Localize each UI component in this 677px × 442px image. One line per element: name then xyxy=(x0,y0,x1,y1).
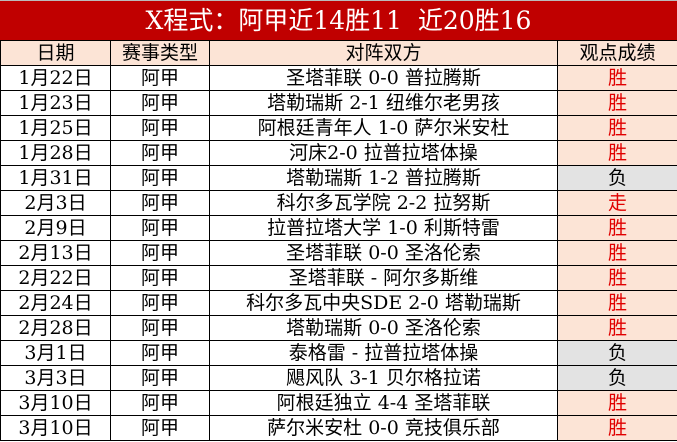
date-cell[interactable]: 3月3日 xyxy=(0,365,111,391)
result-cell[interactable]: 胜 xyxy=(557,390,677,416)
league-cell[interactable]: 阿甲 xyxy=(110,165,210,191)
date-cell[interactable]: 1月31日 xyxy=(0,165,111,191)
date-cell[interactable]: 2月22日 xyxy=(0,265,111,291)
match-cell[interactable]: 阿根廷青年人 1-0 萨尔米安杜 xyxy=(209,115,558,141)
date-cell[interactable]: 2月28日 xyxy=(0,315,111,341)
table-row: 2月9日 阿甲 拉普拉塔大学 1-0 利斯特雷胜 xyxy=(0,215,677,241)
league-cell[interactable]: 阿甲 xyxy=(110,190,210,216)
date-cell[interactable]: 2月9日 xyxy=(0,215,111,241)
league-cell[interactable]: 阿甲 xyxy=(110,315,210,341)
header-date: 日期 xyxy=(0,40,111,66)
match-cell[interactable]: 科尔多瓦学院 2-2 拉努斯 xyxy=(209,190,558,216)
league-cell[interactable]: 阿甲 xyxy=(110,390,210,416)
match-cell[interactable]: 圣塔菲联 0-0 普拉腾斯 xyxy=(209,65,558,91)
league-cell[interactable]: 阿甲 xyxy=(110,240,210,266)
table-row: 1月28日 阿甲 河床2-0 拉普拉塔体操胜 xyxy=(0,140,677,166)
header-result: 观点成绩 xyxy=(557,40,677,66)
result-cell[interactable]: 胜 xyxy=(557,215,677,241)
league-cell[interactable]: 阿甲 xyxy=(110,140,210,166)
table-row: 3月3日 阿甲 飓风队 3-1 贝尔格拉诺负 xyxy=(0,365,677,391)
result-cell[interactable]: 胜 xyxy=(557,315,677,341)
table-row: 2月13日 阿甲 圣塔菲联 0-0 圣洛伦索胜 xyxy=(0,240,677,266)
match-cell[interactable]: 萨尔米安杜 0-0 竞技俱乐部 xyxy=(209,415,558,441)
match-cell[interactable]: 塔勒瑞斯 2-1 纽维尔老男孩 xyxy=(209,90,558,116)
sheet-title: X程式：阿甲近14胜11 近20胜16 xyxy=(0,0,677,40)
league-cell[interactable]: 阿甲 xyxy=(110,365,210,391)
result-cell[interactable]: 胜 xyxy=(557,240,677,266)
match-cell[interactable]: 河床2-0 拉普拉塔体操 xyxy=(209,140,558,166)
league-cell[interactable]: 阿甲 xyxy=(110,215,210,241)
match-cell[interactable]: 科尔多瓦中央SDE 2-0 塔勒瑞斯 xyxy=(209,290,558,316)
result-cell[interactable]: 胜 xyxy=(557,140,677,166)
result-cell[interactable]: 走 xyxy=(557,190,677,216)
result-cell[interactable]: 胜 xyxy=(557,90,677,116)
match-cell[interactable]: 塔勒瑞斯 0-0 圣洛伦索 xyxy=(209,315,558,341)
table-row: 1月23日 阿甲 塔勒瑞斯 2-1 纽维尔老男孩胜 xyxy=(0,90,677,116)
league-cell[interactable]: 阿甲 xyxy=(110,265,210,291)
date-cell[interactable]: 1月25日 xyxy=(0,115,111,141)
date-cell[interactable]: 1月23日 xyxy=(0,90,111,116)
league-cell[interactable]: 阿甲 xyxy=(110,115,210,141)
date-cell[interactable]: 1月22日 xyxy=(0,65,111,91)
date-cell[interactable]: 3月10日 xyxy=(0,415,111,441)
result-cell[interactable]: 胜 xyxy=(557,265,677,291)
date-cell[interactable]: 2月13日 xyxy=(0,240,111,266)
match-table: 日期 赛事类型 对阵双方 观点成绩 1月22日 阿甲 圣塔菲联 0-0 普拉腾斯胜 1… xyxy=(0,40,677,441)
table-row: 2月3日 阿甲 科尔多瓦学院 2-2 拉努斯走 xyxy=(0,190,677,216)
result-cell[interactable]: 胜 xyxy=(557,290,677,316)
table-row: 3月10日 阿甲 萨尔米安杜 0-0 竞技俱乐部胜 xyxy=(0,415,677,441)
league-cell[interactable]: 阿甲 xyxy=(110,90,210,116)
result-cell[interactable]: 胜 xyxy=(557,415,677,441)
match-cell[interactable]: 拉普拉塔大学 1-0 利斯特雷 xyxy=(209,215,558,241)
result-cell[interactable]: 负 xyxy=(557,365,677,391)
table-row: 1月22日 阿甲 圣塔菲联 0-0 普拉腾斯胜 xyxy=(0,65,677,91)
header-league: 赛事类型 xyxy=(110,40,210,66)
table-row: 2月28日 阿甲 塔勒瑞斯 0-0 圣洛伦索胜 xyxy=(0,315,677,341)
date-cell[interactable]: 2月24日 xyxy=(0,290,111,316)
league-cell[interactable]: 阿甲 xyxy=(110,65,210,91)
match-cell[interactable]: 飓风队 3-1 贝尔格拉诺 xyxy=(209,365,558,391)
result-cell[interactable]: 负 xyxy=(557,165,677,191)
result-cell[interactable]: 胜 xyxy=(557,115,677,141)
match-cell[interactable]: 塔勒瑞斯 1-2 普拉腾斯 xyxy=(209,165,558,191)
date-cell[interactable]: 2月3日 xyxy=(0,190,111,216)
header-match: 对阵双方 xyxy=(209,40,558,66)
date-cell[interactable]: 3月10日 xyxy=(0,390,111,416)
table-row: 2月24日 阿甲 科尔多瓦中央SDE 2-0 塔勒瑞斯胜 xyxy=(0,290,677,316)
match-cell[interactable]: 圣塔菲联 - 阿尔多斯维 xyxy=(209,265,558,291)
date-cell[interactable]: 3月1日 xyxy=(0,340,111,366)
table-row: 1月31日 阿甲 塔勒瑞斯 1-2 普拉腾斯负 xyxy=(0,165,677,191)
match-cell[interactable]: 阿根廷独立 4-4 圣塔菲联 xyxy=(209,390,558,416)
header-row: 日期 赛事类型 对阵双方 观点成绩 xyxy=(0,40,677,66)
league-cell[interactable]: 阿甲 xyxy=(110,340,210,366)
result-cell[interactable]: 负 xyxy=(557,340,677,366)
table-row: 1月25日 阿甲 阿根廷青年人 1-0 萨尔米安杜胜 xyxy=(0,115,677,141)
match-cell[interactable]: 圣塔菲联 0-0 圣洛伦索 xyxy=(209,240,558,266)
league-cell[interactable]: 阿甲 xyxy=(110,415,210,441)
match-cell[interactable]: 泰格雷 - 拉普拉塔体操 xyxy=(209,340,558,366)
table-row: 3月1日 阿甲 泰格雷 - 拉普拉塔体操负 xyxy=(0,340,677,366)
table-row: 3月10日 阿甲 阿根廷独立 4-4 圣塔菲联胜 xyxy=(0,390,677,416)
result-cell[interactable]: 胜 xyxy=(557,65,677,91)
table-row: 2月22日 阿甲 圣塔菲联 - 阿尔多斯维胜 xyxy=(0,265,677,291)
date-cell[interactable]: 1月28日 xyxy=(0,140,111,166)
league-cell[interactable]: 阿甲 xyxy=(110,290,210,316)
